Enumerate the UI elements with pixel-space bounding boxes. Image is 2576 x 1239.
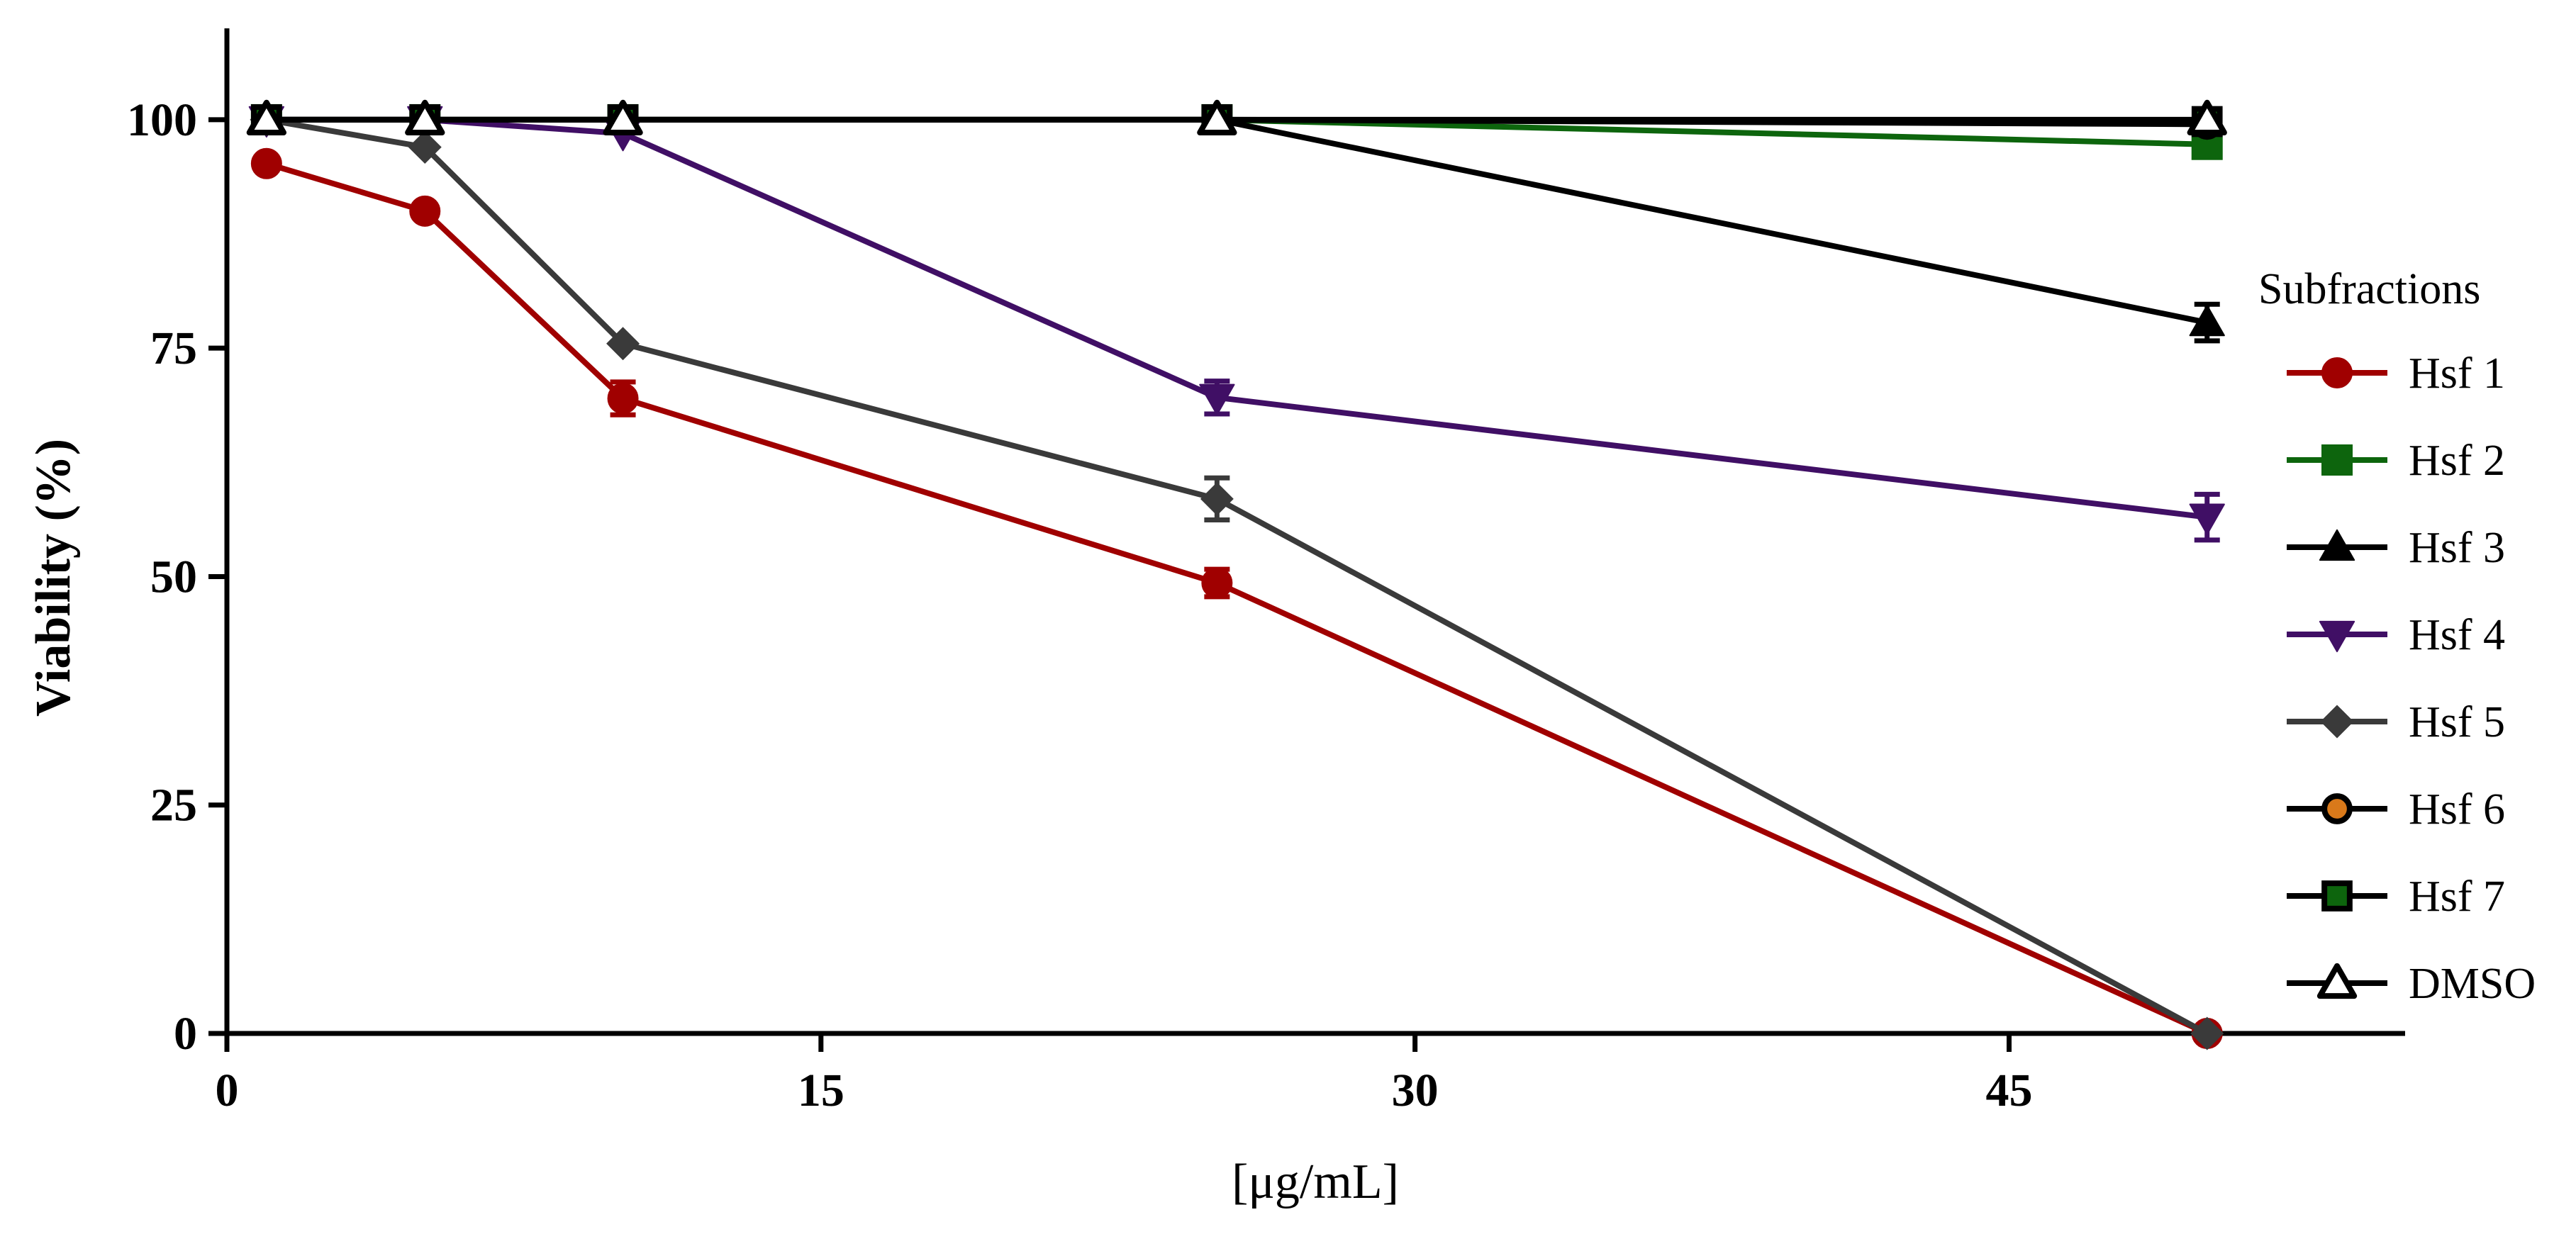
- data-point-dmso: [246, 99, 287, 136]
- legend-item-hsf-7: Hsf 7: [2287, 873, 2505, 921]
- legend-item-hsf-5: Hsf 5: [2287, 698, 2505, 746]
- legend-label-dmso: DMSO: [2409, 960, 2536, 1008]
- legend-label-hsf-5: Hsf 5: [2409, 698, 2505, 746]
- x-tick-label: 30: [1392, 1065, 1439, 1116]
- y-tick-label: 50: [150, 551, 197, 602]
- legend-marker-dmso: [2316, 963, 2358, 999]
- series-hsf-1: [250, 147, 2223, 1049]
- legend-label-hsf-2: Hsf 2: [2409, 437, 2505, 485]
- data-point-dmso: [603, 99, 643, 136]
- y-tick-label: 25: [150, 780, 197, 831]
- x-tick-label: 45: [1985, 1065, 2032, 1116]
- data-point-dmso: [1197, 99, 1237, 136]
- axes: [224, 28, 2405, 1036]
- series-layer: [246, 99, 2227, 1050]
- series-dmso: [246, 99, 2227, 136]
- data-point-hsf-3: [2189, 304, 2225, 337]
- legend-marker-hsf-2: [2321, 444, 2353, 476]
- legend-item-hsf-4: Hsf 4: [2287, 611, 2505, 659]
- x-tick-label: 15: [798, 1065, 844, 1116]
- legend: Subfractions Hsf 1 Hsf 2 Hsf 3 Hsf 4 Hsf 5 Hs…: [2258, 265, 2536, 1008]
- legend-label-hsf-1: Hsf 1: [2409, 349, 2505, 398]
- legend-item-hsf-1: Hsf 1: [2287, 349, 2505, 398]
- data-point-hsf-4: [2189, 503, 2225, 535]
- data-point-dmso: [2187, 99, 2227, 136]
- legend-label-hsf-4: Hsf 4: [2409, 611, 2505, 659]
- legend-label-hsf-7: Hsf 7: [2409, 873, 2505, 921]
- y-axis-title: Viability (%): [26, 439, 81, 717]
- legend-title: Subfractions: [2258, 265, 2480, 313]
- data-point-hsf-1: [607, 383, 639, 415]
- legend-marker-hsf-4: [2319, 620, 2355, 653]
- legend-item-dmso: DMSO: [2287, 960, 2536, 1008]
- legend-label-hsf-3: Hsf 3: [2409, 524, 2505, 572]
- y-tick-label: 75: [150, 323, 197, 374]
- data-point-hsf-5: [408, 130, 442, 164]
- data-point-hsf-1: [409, 195, 441, 227]
- legend-marker-hsf-5: [2320, 705, 2354, 739]
- legend-marker-hsf-3: [2319, 529, 2355, 561]
- data-point-hsf-1: [1201, 567, 1233, 599]
- y-tick-label: 0: [174, 1008, 197, 1060]
- data-point-hsf-5: [1200, 482, 1234, 516]
- data-point-hsf-1: [250, 147, 282, 179]
- y-ticks: 0 25 50 75 100: [127, 94, 227, 1060]
- data-point-dmso: [405, 99, 445, 136]
- x-tick-label: 0: [216, 1065, 239, 1116]
- x-axis-title: [μg/mL]: [1232, 1155, 1399, 1209]
- legend-label-hsf-6: Hsf 6: [2409, 785, 2505, 834]
- data-point-hsf-5: [606, 327, 640, 361]
- data-point-hsf-5: [2190, 1016, 2224, 1050]
- legend-marker-hsf-7: [2321, 880, 2353, 912]
- legend-marker-hsf-6: [2321, 793, 2353, 824]
- y-tick-label: 100: [127, 94, 197, 146]
- x-ticks: 0 15 30 45: [216, 1033, 2032, 1116]
- legend-item-hsf-6: Hsf 6: [2287, 785, 2505, 834]
- legend-item-hsf-3: Hsf 3: [2287, 524, 2505, 572]
- legend-item-hsf-2: Hsf 2: [2287, 437, 2505, 485]
- legend-marker-hsf-1: [2321, 357, 2353, 388]
- data-point-hsf-4: [1199, 383, 1235, 415]
